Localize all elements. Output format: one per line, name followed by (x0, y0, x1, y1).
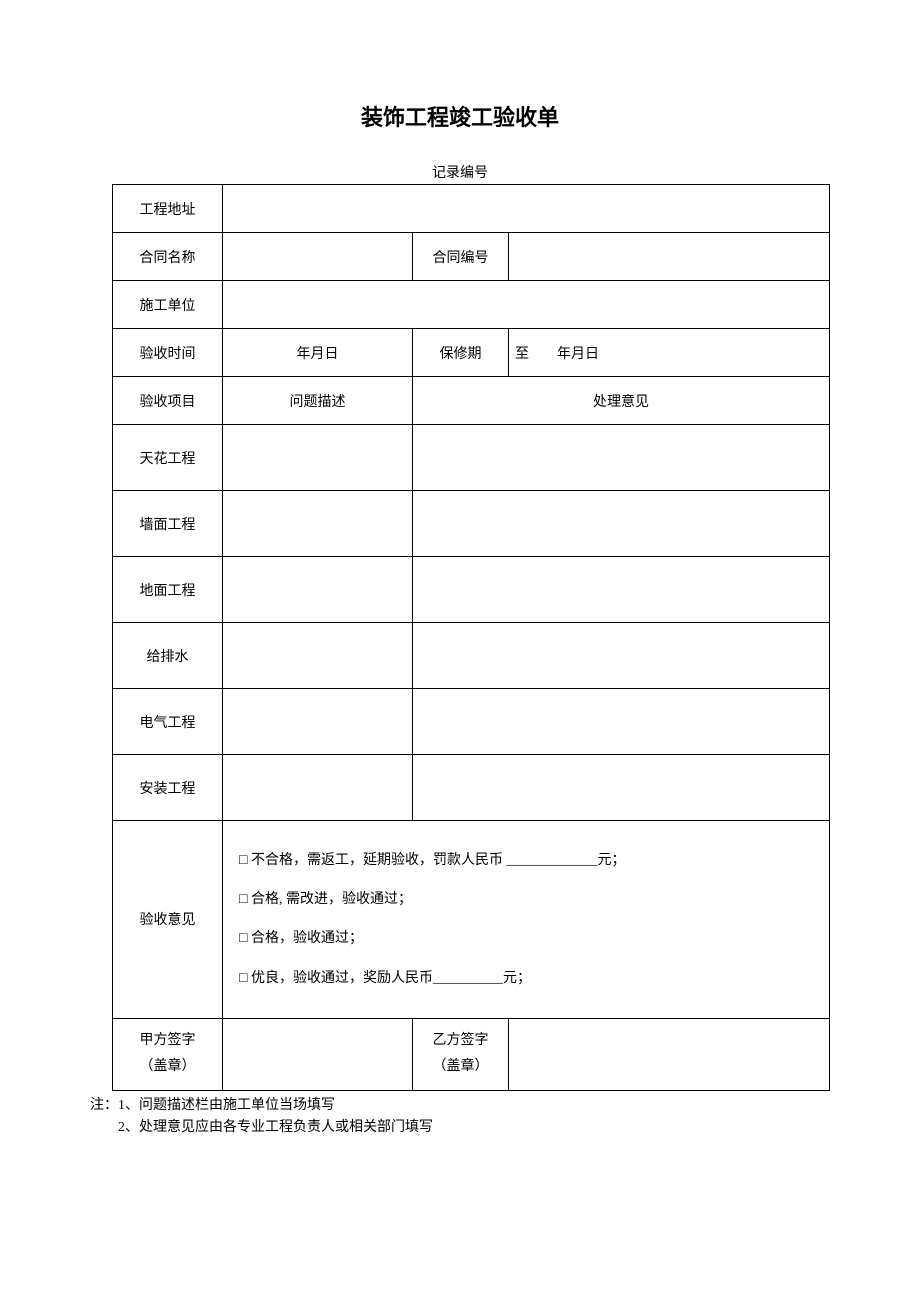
party-b-sign-label: 乙方签字 （盖章） (413, 1018, 509, 1090)
item-opinion (413, 755, 830, 821)
contract-no-label: 合同编号 (413, 233, 509, 281)
accept-time-label: 验收时间 (113, 329, 223, 377)
note-line-1: 注：1、问题描述栏由施工单位当场填写 (90, 1095, 830, 1117)
sign-label-line1: 甲方签字 (119, 1028, 216, 1055)
party-b-sign-value (509, 1018, 830, 1090)
item-label: 安装工程 (113, 755, 223, 821)
contract-name-label: 合同名称 (113, 233, 223, 281)
project-address-label: 工程地址 (113, 185, 223, 233)
item-desc (223, 689, 413, 755)
table-row: 安装工程 (113, 755, 830, 821)
page-title: 装饰工程竣工验收单 (90, 100, 830, 132)
item-desc (223, 557, 413, 623)
table-row: 电气工程 (113, 689, 830, 755)
accept-time-value: 年月日 (223, 329, 413, 377)
acceptance-form-table: 工程地址 合同名称 合同编号 施工单位 验收时间 年月日 保修期 至 年月日 验… (112, 184, 830, 1091)
item-desc (223, 425, 413, 491)
record-number-label: 记录编号 (90, 162, 830, 182)
table-row: 工程地址 (113, 185, 830, 233)
item-opinion (413, 557, 830, 623)
warranty-label: 保修期 (413, 329, 509, 377)
table-row: 验收时间 年月日 保修期 至 年月日 (113, 329, 830, 377)
table-row: 天花工程 (113, 425, 830, 491)
opinion-option: □ 合格，验收通过； (239, 919, 813, 958)
acceptance-opinion-label: 验收意见 (113, 821, 223, 1019)
warranty-value: 至 年月日 (509, 329, 830, 377)
table-row: 施工单位 (113, 281, 830, 329)
party-a-sign-value (223, 1018, 413, 1090)
opinion-option: □ 合格, 需改进，验收通过； (239, 880, 813, 919)
contract-no-value (509, 233, 830, 281)
table-row: 验收意见 □ 不合格，需返工，延期验收，罚款人民币 _____________元… (113, 821, 830, 1019)
party-a-sign-label: 甲方签字 （盖章） (113, 1018, 223, 1090)
opinion-option: □ 优良，验收通过，奖励人民币__________元； (239, 959, 813, 998)
table-row: 合同名称 合同编号 (113, 233, 830, 281)
problem-desc-header: 问题描述 (223, 377, 413, 425)
item-desc (223, 491, 413, 557)
note-line-2: 2、处理意见应由各专业工程负责人或相关部门填写 (90, 1117, 830, 1139)
contract-name-value (223, 233, 413, 281)
sign-label-line1: 乙方签字 (419, 1028, 502, 1055)
sign-label-line2: （盖章） (119, 1054, 216, 1081)
item-opinion (413, 689, 830, 755)
table-row: 验收项目 问题描述 处理意见 (113, 377, 830, 425)
opinion-option: □ 不合格，需返工，延期验收，罚款人民币 _____________元； (239, 841, 813, 880)
table-row: 给排水 (113, 623, 830, 689)
item-opinion (413, 425, 830, 491)
table-row: 墙面工程 (113, 491, 830, 557)
item-desc (223, 755, 413, 821)
table-row: 地面工程 (113, 557, 830, 623)
handle-opinion-header: 处理意见 (413, 377, 830, 425)
item-desc (223, 623, 413, 689)
item-opinion (413, 623, 830, 689)
item-label: 墙面工程 (113, 491, 223, 557)
acceptance-opinion-cell: □ 不合格，需返工，延期验收，罚款人民币 _____________元； □ 合… (223, 821, 830, 1019)
item-label: 地面工程 (113, 557, 223, 623)
table-row: 甲方签字 （盖章） 乙方签字 （盖章） (113, 1018, 830, 1090)
project-address-value (223, 185, 830, 233)
sign-label-line2: （盖章） (419, 1054, 502, 1081)
item-label: 天花工程 (113, 425, 223, 491)
notes-section: 注：1、问题描述栏由施工单位当场填写 2、处理意见应由各专业工程负责人或相关部门… (90, 1095, 830, 1140)
construction-unit-label: 施工单位 (113, 281, 223, 329)
construction-unit-value (223, 281, 830, 329)
item-label: 电气工程 (113, 689, 223, 755)
item-opinion (413, 491, 830, 557)
item-label: 给排水 (113, 623, 223, 689)
accept-item-header: 验收项目 (113, 377, 223, 425)
